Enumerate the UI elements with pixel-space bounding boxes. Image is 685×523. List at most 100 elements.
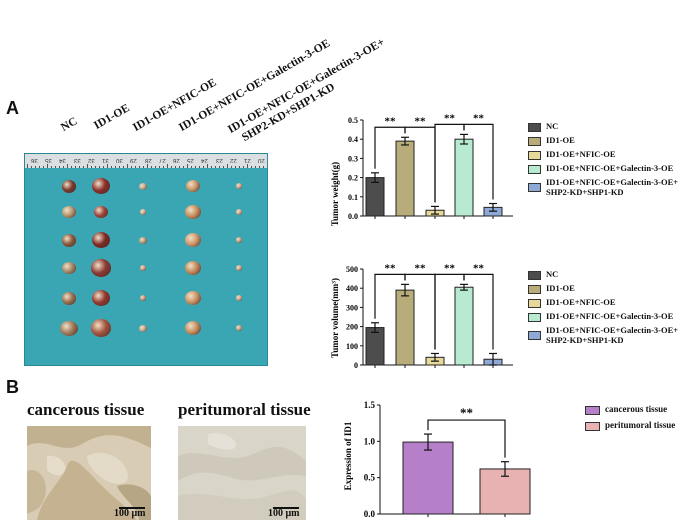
tumor-specimen <box>90 319 112 337</box>
legend-swatch <box>528 285 541 294</box>
ruler-tick <box>79 166 80 168</box>
significance-label: ** <box>385 115 397 127</box>
ruler-tick <box>31 166 32 168</box>
ruler-tick <box>83 166 84 168</box>
ruler-tick <box>55 166 56 168</box>
tumor-specimen <box>184 205 202 219</box>
y-tick-label: 500 <box>346 265 358 274</box>
legend-swatch <box>585 422 600 431</box>
tumor-specimen <box>235 209 243 215</box>
significance-label: ** <box>415 115 427 127</box>
ruler-tick <box>111 166 112 168</box>
scale-bar <box>119 507 145 509</box>
tumor-specimen <box>91 178 111 194</box>
ruler-tick <box>67 164 68 168</box>
y-tick-label: 100 <box>346 342 358 351</box>
legend-swatch <box>528 313 541 322</box>
ruler-number: 34 <box>59 157 67 163</box>
peri-tissue-image: 100 μm <box>178 426 306 520</box>
volume-ylabel: Tumor volume(mm³) <box>330 278 340 358</box>
legend-swatch <box>528 271 541 280</box>
tumor-specimen <box>184 261 202 275</box>
ruler-tick <box>135 166 136 168</box>
y-tick-label: 1.0 <box>364 436 376 446</box>
expression-ylabel: Expression of ID1 <box>343 421 353 490</box>
bar <box>395 140 415 217</box>
ruler-number: 26 <box>173 157 180 163</box>
volume-chart: Tumor volume(mm³) 0 100 200 300 400 500 ** ** **… <box>330 262 513 370</box>
significance-label: ** <box>444 112 456 124</box>
y-tick-label: 1.5 <box>364 400 376 410</box>
legend-swatch <box>528 183 541 192</box>
ruler-tick <box>247 164 248 168</box>
legend-swatch <box>528 137 541 146</box>
ruler-tick <box>47 164 48 168</box>
ruler-tick <box>63 166 64 168</box>
volume-legend: NC ID1-OE ID1-OE+NFIC-OE ID1-OE+NFIC-OE+… <box>528 269 678 360</box>
y-tick-label: 0.4 <box>348 135 358 144</box>
cancer-tissue-image: 100 μm <box>27 426 151 520</box>
scale-label: 100 μm <box>114 508 146 519</box>
cancer-tissue-texture <box>27 426 151 520</box>
tumor-specimen <box>91 290 111 306</box>
ruler-tick <box>123 166 124 168</box>
ruler-tick <box>71 166 72 168</box>
tumor-specimen <box>235 295 243 301</box>
tumor-specimen <box>138 324 148 332</box>
y-tick-label: 0.0 <box>364 509 376 519</box>
cancer-tissue-title: cancerous tissue <box>27 400 145 419</box>
significance-label: ** <box>385 262 397 274</box>
ruler-tick <box>219 166 220 168</box>
ruler-tick <box>163 166 164 168</box>
group-label-id1-nfic: ID1-OE+NFIC-OE <box>131 76 219 134</box>
ruler-number: 25 <box>187 157 194 163</box>
tumor-specimen <box>61 291 77 305</box>
significance-label: ** <box>473 112 485 124</box>
ruler-tick <box>183 166 184 168</box>
ruler-number: 27 <box>158 157 166 163</box>
ruler-tick <box>195 166 196 168</box>
ruler-tick <box>151 166 152 168</box>
ruler-tick <box>139 166 140 168</box>
bar <box>365 327 385 366</box>
ruler-tick <box>87 164 88 168</box>
tumor-specimen <box>235 237 243 243</box>
ruler-number: 36 <box>31 157 38 163</box>
tumor-specimen <box>139 209 147 215</box>
y-tick-label: 300 <box>346 303 358 312</box>
ruler-tick <box>131 166 132 168</box>
y-tick-label: 0.5 <box>364 473 376 483</box>
ruler-tick <box>167 164 168 168</box>
peri-tissue-texture <box>178 426 306 520</box>
ruler-number: 28 <box>144 157 152 163</box>
tumor-photo: 36 35 34 33 32 31 30 29 28 27 26 25 24 23 22 21 20 <box>24 153 268 366</box>
y-tick-label: 0.1 <box>348 193 358 202</box>
significance-bracket <box>463 273 494 350</box>
tumor-specimen <box>94 206 108 218</box>
tumor-specimen <box>138 182 148 190</box>
tumor-specimen <box>62 262 76 274</box>
tumor-specimen <box>61 179 77 193</box>
significance-label: ** <box>444 262 456 274</box>
y-tick-label: 0 <box>354 361 358 370</box>
tumor-specimen <box>235 265 243 271</box>
ruler-tick <box>179 166 180 168</box>
ruler-tick <box>171 166 172 168</box>
legend-swatch <box>528 299 541 308</box>
ruler-tick <box>99 166 100 168</box>
ruler-tick <box>27 164 28 168</box>
ruler-tick <box>155 166 156 168</box>
scale-bar <box>273 507 299 509</box>
ruler-tick <box>127 164 128 168</box>
y-tick-label: 0.0 <box>348 212 358 221</box>
ruler-number: 23 <box>215 157 223 163</box>
ruler-tick <box>243 166 244 168</box>
ruler-tick <box>251 166 252 168</box>
bar <box>454 286 474 366</box>
y-tick-label: 0.5 <box>348 116 358 125</box>
group-label-nc: NC <box>59 115 80 134</box>
ruler-number: 22 <box>229 157 237 163</box>
panel-b-label: B <box>6 377 19 397</box>
ruler-tick <box>259 166 260 168</box>
ruler: 36 35 34 33 32 31 30 29 28 27 26 25 24 23 22 21 20 <box>25 154 267 168</box>
